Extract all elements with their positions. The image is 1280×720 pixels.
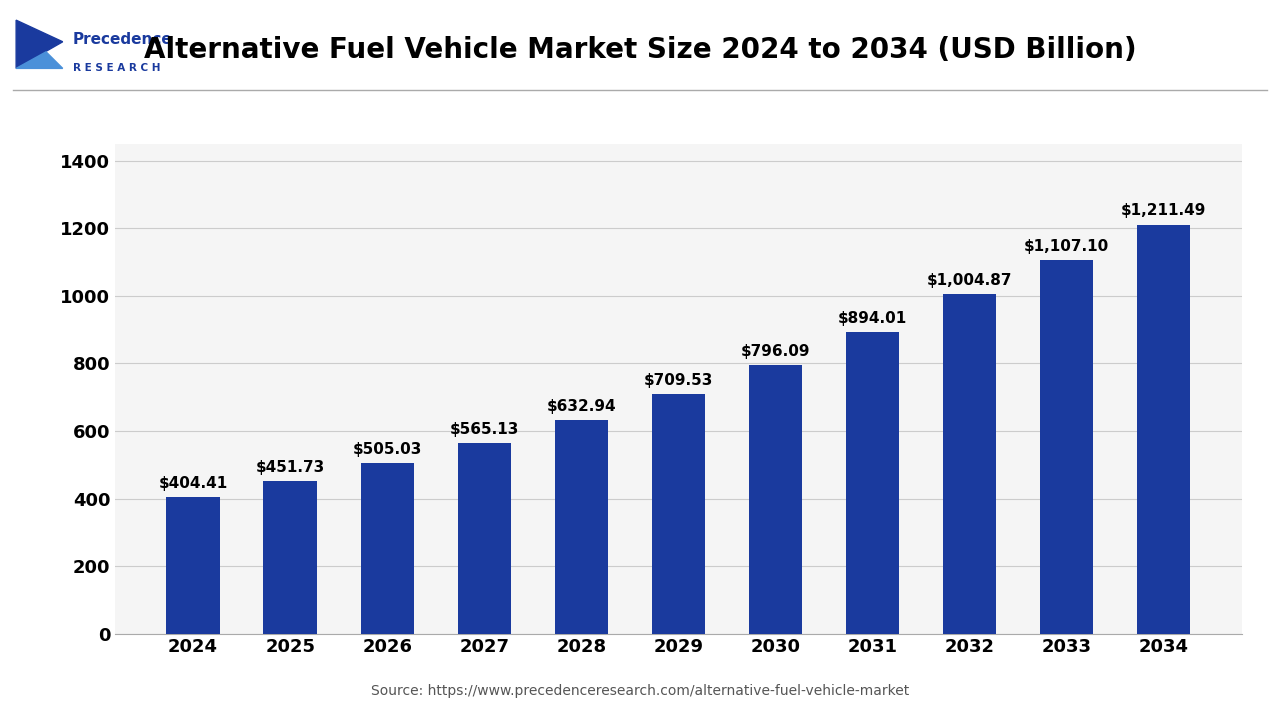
- Bar: [554, 420, 608, 634]
- Bar: [652, 394, 705, 634]
- Text: $565.13: $565.13: [449, 422, 518, 437]
- Bar: [846, 332, 900, 634]
- Bar: [264, 481, 317, 634]
- Text: $1,211.49: $1,211.49: [1121, 204, 1206, 218]
- Text: Alternative Fuel Vehicle Market Size 2024 to 2034 (USD Billion): Alternative Fuel Vehicle Market Size 202…: [143, 37, 1137, 64]
- Bar: [943, 294, 996, 634]
- Text: $451.73: $451.73: [256, 460, 325, 475]
- Text: $505.03: $505.03: [352, 442, 422, 457]
- Polygon shape: [17, 52, 63, 68]
- Text: R E S E A R C H: R E S E A R C H: [73, 63, 160, 73]
- Text: $709.53: $709.53: [644, 373, 713, 388]
- Text: $632.94: $632.94: [547, 399, 616, 414]
- Bar: [1039, 260, 1093, 634]
- Bar: [457, 443, 511, 634]
- Polygon shape: [17, 20, 63, 68]
- Text: $1,004.87: $1,004.87: [927, 273, 1012, 288]
- Bar: [749, 365, 803, 634]
- Text: Source: https://www.precedenceresearch.com/alternative-fuel-vehicle-market: Source: https://www.precedenceresearch.c…: [371, 684, 909, 698]
- Bar: [361, 463, 413, 634]
- Text: $796.09: $796.09: [741, 343, 810, 359]
- Text: $1,107.10: $1,107.10: [1024, 239, 1110, 253]
- Text: Precedence: Precedence: [73, 32, 173, 47]
- Text: $404.41: $404.41: [159, 476, 228, 491]
- Text: $894.01: $894.01: [838, 310, 908, 325]
- Bar: [166, 497, 220, 634]
- Bar: [1137, 225, 1190, 634]
